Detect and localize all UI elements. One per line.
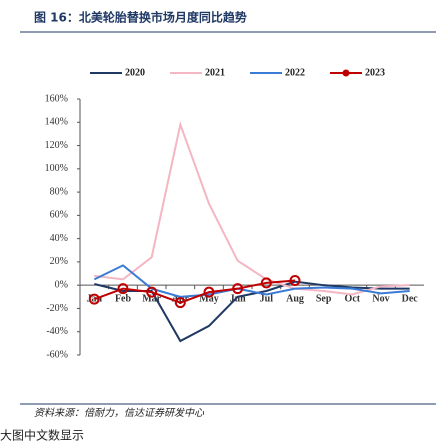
point-marker — [289, 275, 301, 287]
legend-label: 2021 — [205, 67, 225, 78]
y-tick-label: 100% — [45, 163, 68, 174]
y-tick-label: -20% — [46, 303, 68, 314]
y-tick-label: 120% — [45, 140, 68, 151]
legend-label: 2022 — [285, 67, 305, 78]
y-tick-label: 40% — [50, 233, 68, 244]
series-line — [94, 120, 410, 296]
legend-marker — [342, 69, 350, 77]
legend-label: 2023 — [365, 67, 385, 78]
y-tick-label: 20% — [50, 256, 68, 267]
point-marker — [88, 293, 100, 305]
y-tick-label: 140% — [45, 117, 68, 128]
point-marker — [232, 283, 244, 295]
x-tick-label: Aug — [286, 293, 304, 304]
point-marker — [203, 286, 215, 298]
point-marker — [117, 283, 129, 295]
y-tick-label: 160% — [45, 93, 68, 104]
y-tick-label: -60% — [46, 349, 68, 360]
point-marker — [260, 277, 272, 289]
x-tick-label: Jul — [260, 293, 274, 304]
y-tick-label: 0% — [55, 279, 68, 290]
x-tick-label: Sep — [316, 293, 332, 304]
y-tick-label: -40% — [46, 326, 68, 337]
x-tick-label: Oct — [345, 293, 361, 304]
footer: 大图中文数显示 — [0, 428, 84, 443]
source: 资料来源：倍耐力，信达证券研发中心 — [34, 407, 205, 419]
x-tick-label: May — [199, 293, 218, 304]
y-tick-label: 80% — [50, 186, 68, 197]
point-marker — [174, 297, 186, 309]
point-marker — [146, 286, 158, 298]
x-tick-label: Dec — [402, 293, 419, 304]
y-tick-label: 60% — [50, 210, 68, 221]
legend-label: 2020 — [125, 67, 145, 78]
series-line — [93, 264, 410, 298]
x-tick-label: Mar — [142, 293, 161, 304]
x-tick-label: Jun — [230, 293, 247, 304]
x-tick-label: Nov — [372, 293, 389, 304]
figure-title: 图 16：北美轮胎替换市场月度同比趋势 — [34, 10, 247, 25]
x-tick-label: Feb — [115, 293, 132, 304]
